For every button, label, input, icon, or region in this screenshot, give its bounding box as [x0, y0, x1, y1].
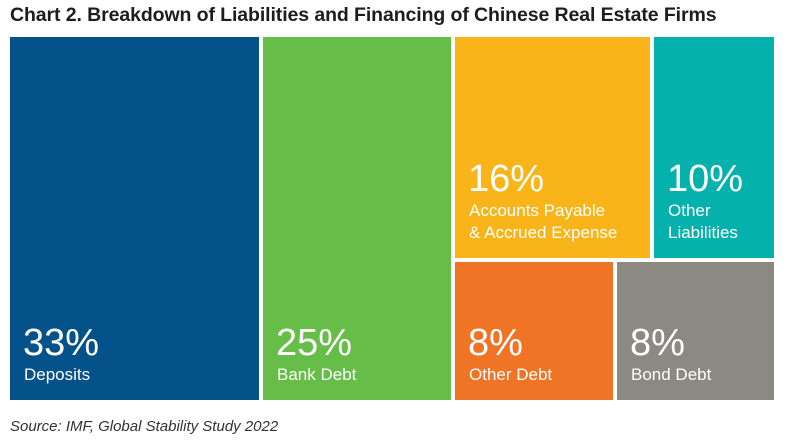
tile-bank-debt-label: Bank Debt — [277, 365, 357, 384]
tile-other-debt-percent: 8% — [468, 322, 523, 364]
tile-bank-debt: 25% Bank Debt — [263, 37, 451, 400]
tile-accounts-payable-label: Accounts Payable & Accrued Expense — [469, 201, 618, 242]
tile-other-liabilities-label: Other Liabilities — [668, 201, 738, 242]
tile-other-debt-label: Other Debt — [469, 365, 553, 384]
tile-bond-debt: 8% Bond Debt — [617, 262, 774, 400]
tile-deposits-percent: 33% — [23, 322, 100, 364]
tile-accounts-payable: 16% Accounts Payable & Accrued Expense — [455, 37, 650, 258]
tile-bond-debt-percent: 8% — [630, 322, 685, 364]
tile-bank-debt-percent: 25% — [276, 322, 353, 364]
tile-deposits-label: Deposits — [24, 365, 91, 384]
tile-other-liabilities-percent: 10% — [667, 158, 744, 200]
tile-other-liabilities: 10% Other Liabilities — [654, 37, 774, 258]
tile-deposits: 33% Deposits — [10, 37, 259, 400]
chart-title: Chart 2. Breakdown of Liabilities and Fi… — [10, 4, 717, 26]
tile-bond-debt-label: Bond Debt — [631, 365, 712, 384]
chart-source: Source: IMF, Global Stability Study 2022 — [10, 418, 279, 435]
tile-accounts-payable-percent: 16% — [468, 158, 545, 200]
tile-other-debt: 8% Other Debt — [455, 262, 613, 400]
